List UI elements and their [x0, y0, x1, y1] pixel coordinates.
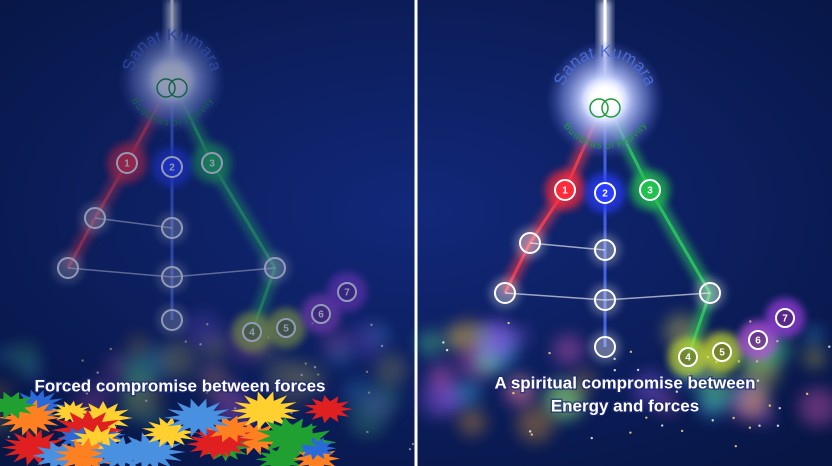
sparkle — [712, 419, 714, 421]
sparkle — [442, 341, 444, 343]
node-ring — [162, 310, 182, 330]
sparkle — [381, 345, 383, 347]
node-label: 7 — [782, 314, 788, 325]
sparkle — [591, 437, 593, 439]
sparkle — [548, 352, 550, 354]
sparkle — [305, 362, 307, 364]
node-label: 7 — [344, 288, 350, 299]
sparkle — [735, 445, 737, 447]
sparkle — [529, 430, 531, 432]
node-ring — [595, 290, 615, 310]
glow-blob — [418, 330, 444, 356]
halo-core — [587, 82, 623, 118]
node-label: 6 — [318, 310, 324, 321]
node-ring — [700, 283, 720, 303]
node-ring — [595, 240, 615, 260]
glow-blob — [458, 408, 486, 436]
glow-blob — [159, 340, 197, 378]
glow-blob — [553, 334, 584, 365]
sparkle — [630, 351, 632, 353]
sparkle — [317, 373, 319, 375]
glow-blob — [366, 395, 389, 418]
glow-blob — [454, 379, 481, 406]
sparkle — [779, 407, 781, 409]
caption: Forced compromise between forces — [35, 376, 326, 395]
node-ring — [595, 337, 615, 357]
sparkle — [828, 346, 830, 348]
illustration: Sanat KumaraBuddhas of Activity1234567Fo… — [0, 0, 832, 466]
sparkle — [614, 369, 616, 371]
sparkle — [96, 371, 98, 373]
glow-blob — [374, 353, 407, 386]
sparkle — [368, 391, 370, 393]
node-ring — [162, 267, 182, 287]
glow-blob — [804, 347, 825, 368]
sparkle — [777, 425, 779, 427]
sparkle — [110, 348, 112, 350]
halo-core — [154, 62, 190, 98]
sparkle — [234, 407, 236, 409]
sparkle — [732, 417, 734, 419]
sparkle — [145, 400, 147, 402]
glow-blob — [472, 327, 488, 343]
node-ring — [85, 208, 105, 228]
sparkle — [185, 340, 187, 342]
sparkle — [199, 343, 201, 345]
node-label: 2 — [602, 189, 608, 200]
sparkle — [366, 431, 368, 433]
sparkle — [206, 323, 208, 325]
node-label: 4 — [685, 353, 691, 364]
sparkle — [370, 324, 372, 326]
glow-blob — [347, 323, 383, 359]
node-label: 3 — [647, 186, 653, 197]
node-ring — [520, 233, 540, 253]
sparkle — [409, 448, 411, 450]
node-ring — [265, 258, 285, 278]
sparkle — [645, 416, 647, 418]
glow-blob — [517, 406, 554, 443]
caption: Energy and forces — [551, 396, 699, 415]
sparkle — [637, 369, 639, 371]
glow-blob — [185, 311, 223, 349]
node-ring — [162, 218, 182, 238]
node-label: 2 — [169, 163, 175, 174]
sparkle — [756, 360, 758, 362]
node-label: 1 — [124, 159, 130, 170]
glow-blob — [805, 327, 823, 345]
sparkle — [314, 366, 316, 368]
sparkle — [412, 443, 414, 445]
node-ring — [58, 258, 78, 278]
node-label: 5 — [283, 324, 289, 335]
sparkle — [366, 371, 368, 373]
sparkle — [8, 436, 10, 438]
glow-blob — [444, 326, 469, 351]
node-label: 1 — [562, 186, 568, 197]
sparkle — [806, 393, 808, 395]
glow-blob — [757, 408, 774, 425]
node-ring — [495, 283, 515, 303]
sparkle — [749, 427, 751, 429]
sparkle — [531, 433, 533, 435]
sparkle — [758, 425, 760, 427]
caption: A spiritual compromise between — [494, 373, 755, 392]
node-label: 4 — [249, 328, 255, 339]
node-label: 3 — [209, 159, 215, 170]
sparkle — [81, 359, 83, 361]
sparkle — [661, 424, 663, 426]
sparkle — [446, 349, 448, 351]
sparkle — [629, 431, 631, 433]
sparkle — [507, 322, 509, 324]
sparkle — [769, 404, 771, 406]
node-label: 5 — [719, 348, 725, 359]
sparkle — [681, 430, 683, 432]
node-label: 6 — [755, 336, 761, 347]
sparkle — [757, 380, 759, 382]
glow-blob — [427, 362, 456, 391]
